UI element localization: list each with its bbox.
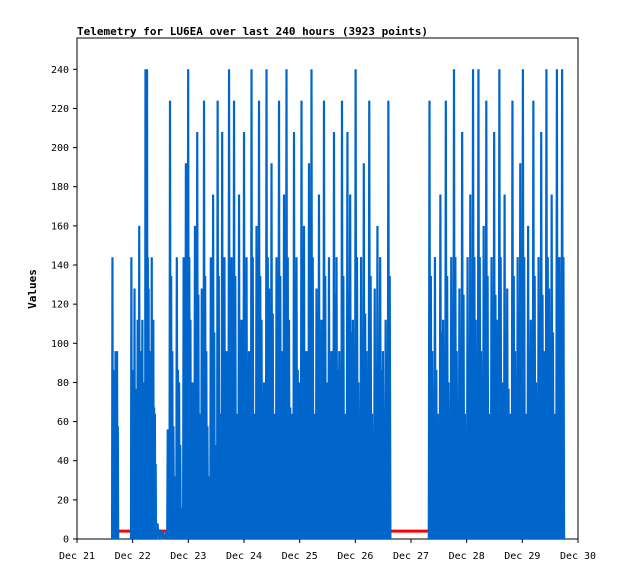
series-layer <box>110 69 566 540</box>
y-tick-label: 40 <box>57 456 69 467</box>
x-tick-label: Dec 21 <box>59 551 95 562</box>
x-tick-label: Dec 27 <box>393 551 429 562</box>
telemetry-series-segment <box>227 69 337 540</box>
y-axis-label: Values <box>26 269 39 309</box>
telemetry-series-segment <box>154 523 169 540</box>
x-tick-label: Dec 26 <box>337 551 373 562</box>
y-tick-label: 180 <box>51 182 69 193</box>
x-tick-label: Dec 22 <box>115 551 151 562</box>
telemetry-series-segment <box>110 257 120 540</box>
telemetry-series-segment <box>476 69 566 540</box>
y-tick-label: 140 <box>51 261 69 272</box>
x-tick-label: Dec 23 <box>170 551 206 562</box>
y-tick-label: 160 <box>51 221 69 232</box>
telemetry-series-segment <box>427 69 479 540</box>
y-tick-label: 20 <box>57 495 69 506</box>
x-tick-label: Dec 28 <box>449 551 485 562</box>
y-tick-label: 240 <box>51 65 69 76</box>
y-axis: 0 20 40 60 80 100 120 140 160 180 200 220 240 <box>51 65 77 546</box>
y-tick-label: 100 <box>51 339 69 350</box>
y-tick-label: 60 <box>57 417 69 428</box>
telemetry-series-segment <box>129 69 158 540</box>
y-tick-label: 220 <box>51 104 69 115</box>
x-axis: Dec 21 Dec 22 Dec 23 Dec 24 Dec 25 Dec 26 Dec … <box>59 539 596 562</box>
y-tick-label: 80 <box>57 378 69 389</box>
y-tick-label: 120 <box>51 300 69 311</box>
x-tick-label: Dec 24 <box>226 551 262 562</box>
y-tick-label: 200 <box>51 143 69 154</box>
y-tick-label: 0 <box>63 535 69 546</box>
telemetry-series-segment <box>334 69 392 540</box>
telemetry-series-segment <box>166 69 230 540</box>
chart-title: Telemetry for LU6EA over last 240 hours … <box>77 25 428 38</box>
x-tick-label: Dec 30 <box>560 551 596 562</box>
x-tick-label: Dec 25 <box>282 551 318 562</box>
x-tick-label: Dec 29 <box>504 551 540 562</box>
